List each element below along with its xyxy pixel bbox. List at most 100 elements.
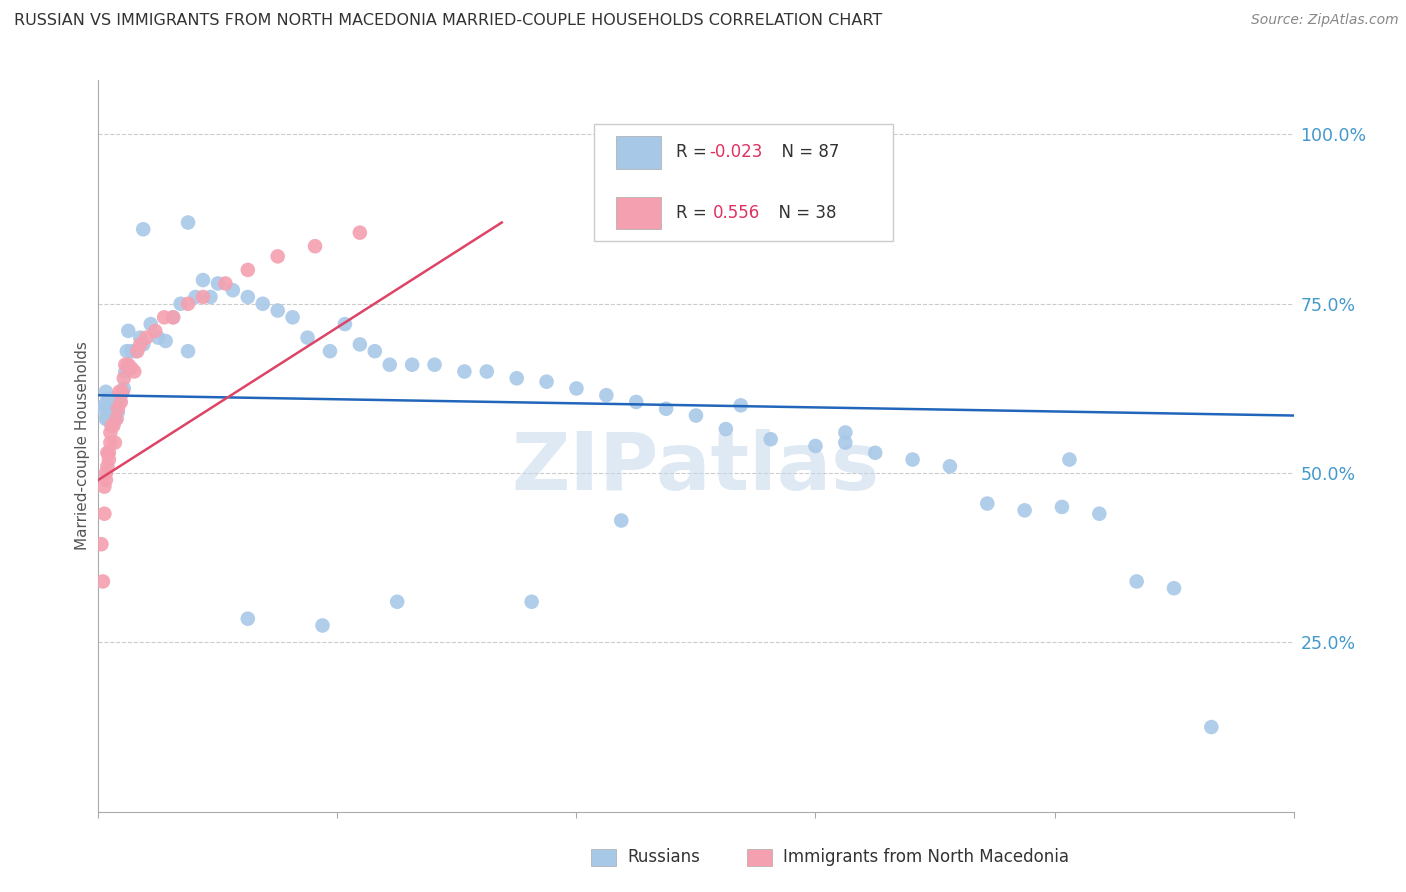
Point xyxy=(105,398,128,412)
Point xyxy=(155,334,177,348)
Point xyxy=(222,283,245,297)
Point xyxy=(115,344,138,359)
Text: 0.0%: 0.0% xyxy=(98,852,141,870)
Point xyxy=(364,344,387,359)
Point xyxy=(90,537,112,551)
Point xyxy=(97,446,120,460)
Point xyxy=(349,337,371,351)
Point xyxy=(162,310,184,325)
Text: N = 38: N = 38 xyxy=(768,204,837,222)
Point xyxy=(453,364,475,378)
Point xyxy=(191,273,214,287)
Point xyxy=(112,381,135,395)
Text: -0.023: -0.023 xyxy=(709,144,762,161)
Point xyxy=(127,344,149,359)
Point xyxy=(107,392,129,406)
Point xyxy=(117,324,139,338)
Point xyxy=(117,358,139,372)
FancyBboxPatch shape xyxy=(747,848,772,866)
Point xyxy=(94,466,117,480)
FancyBboxPatch shape xyxy=(616,196,661,229)
Point xyxy=(475,364,498,378)
Point xyxy=(759,432,782,446)
Point xyxy=(120,344,142,359)
FancyBboxPatch shape xyxy=(595,124,893,241)
Point xyxy=(94,412,117,426)
Point xyxy=(104,435,127,450)
Point xyxy=(97,398,120,412)
Point xyxy=(103,418,125,433)
Point xyxy=(976,497,998,511)
Point xyxy=(834,435,856,450)
Point xyxy=(1125,574,1147,589)
Point xyxy=(207,277,229,291)
Point xyxy=(349,226,371,240)
Point xyxy=(834,425,856,440)
Point xyxy=(97,452,120,467)
Point xyxy=(96,459,118,474)
Point xyxy=(111,384,134,399)
Point xyxy=(94,384,117,399)
Point xyxy=(114,364,136,378)
Point xyxy=(105,412,128,426)
Point xyxy=(401,358,423,372)
Point xyxy=(297,331,319,345)
Point xyxy=(110,388,132,402)
Point xyxy=(610,514,633,528)
Point xyxy=(153,310,176,325)
Point xyxy=(1014,503,1036,517)
Text: R =: R = xyxy=(676,144,711,161)
Point xyxy=(103,398,125,412)
Point xyxy=(281,310,304,325)
Point xyxy=(1088,507,1111,521)
Point xyxy=(108,395,131,409)
Point xyxy=(104,392,127,406)
Point xyxy=(132,337,155,351)
Point xyxy=(520,595,543,609)
Text: 0.556: 0.556 xyxy=(713,204,761,222)
Point xyxy=(100,401,122,416)
Point xyxy=(214,277,236,291)
Point xyxy=(101,395,124,409)
Point xyxy=(129,331,152,345)
Point xyxy=(105,412,128,426)
FancyBboxPatch shape xyxy=(616,136,661,169)
Point xyxy=(1163,581,1185,595)
Point xyxy=(200,290,222,304)
Point xyxy=(506,371,529,385)
Text: N = 87: N = 87 xyxy=(772,144,839,161)
Point xyxy=(565,381,588,395)
Point xyxy=(100,435,122,450)
Point xyxy=(91,401,114,416)
Point xyxy=(162,310,184,325)
Point xyxy=(267,249,290,263)
Point xyxy=(1050,500,1073,514)
Point xyxy=(101,418,124,433)
Text: Russians: Russians xyxy=(627,848,700,866)
Point xyxy=(107,405,129,419)
Point xyxy=(311,618,333,632)
Point xyxy=(536,375,558,389)
Point xyxy=(100,415,122,429)
Point xyxy=(101,418,124,433)
Point xyxy=(96,412,118,426)
Point xyxy=(1201,720,1223,734)
Point xyxy=(107,401,129,416)
Point xyxy=(184,290,207,304)
Point xyxy=(319,344,342,359)
Text: R =: R = xyxy=(676,204,717,222)
Point xyxy=(236,290,259,304)
Point xyxy=(93,507,115,521)
Point xyxy=(865,446,887,460)
Point xyxy=(124,364,146,378)
Point xyxy=(191,290,214,304)
Point xyxy=(385,595,409,609)
Point xyxy=(378,358,401,372)
Point xyxy=(333,317,356,331)
FancyBboxPatch shape xyxy=(591,848,616,866)
Point xyxy=(236,612,259,626)
Point xyxy=(177,297,200,311)
Point xyxy=(177,215,200,229)
Y-axis label: Married-couple Households: Married-couple Households xyxy=(75,342,90,550)
Point xyxy=(111,384,134,399)
